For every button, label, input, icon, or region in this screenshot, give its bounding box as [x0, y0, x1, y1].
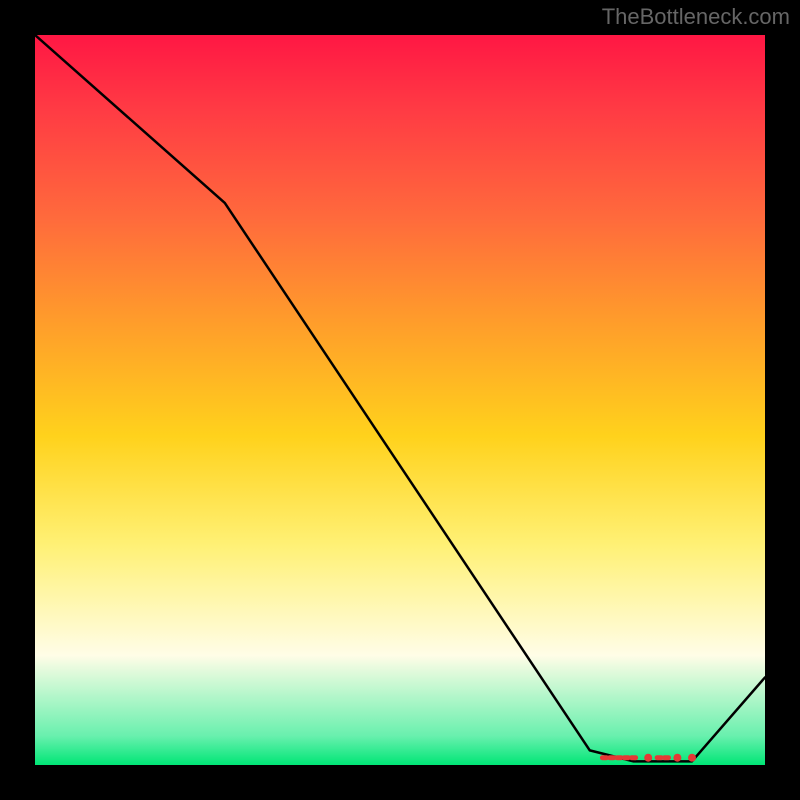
chart-container: { "watermark": { "text": "TheBottleneck.… — [0, 0, 800, 800]
watermark-text: TheBottleneck.com — [602, 4, 790, 30]
chart-svg — [35, 35, 765, 765]
plot-area — [35, 35, 765, 765]
